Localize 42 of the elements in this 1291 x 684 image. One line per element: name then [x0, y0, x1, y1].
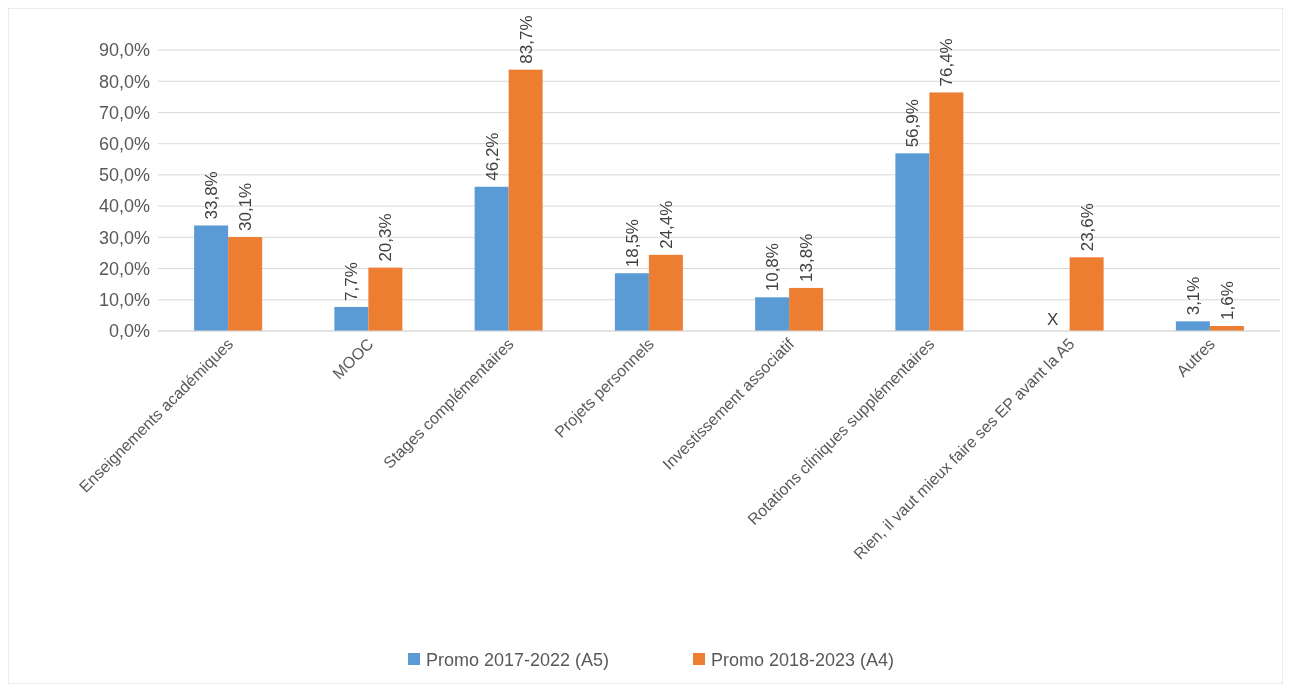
data-label: 1,6% — [1217, 281, 1237, 320]
data-label: 24,4% — [656, 200, 676, 249]
bar — [789, 287, 824, 331]
data-label: 3,1% — [1183, 276, 1203, 316]
y-tick-label: 80,0% — [98, 71, 150, 92]
y-tick-label: 90,0% — [98, 40, 150, 61]
bar — [614, 273, 649, 331]
data-label: 46,2% — [482, 132, 502, 181]
y-tick-label: 0,0% — [108, 321, 150, 342]
data-label: 56,9% — [903, 99, 923, 148]
text: X — [1046, 310, 1059, 329]
y-tick-label: 30,0% — [98, 227, 150, 248]
bar — [194, 225, 229, 331]
bar — [755, 297, 790, 331]
data-label: 33,8% — [202, 171, 222, 220]
y-tick-label: 60,0% — [98, 133, 150, 154]
y-tick-label: 40,0% — [98, 196, 150, 217]
bar — [895, 153, 930, 331]
y-tick-label: 50,0% — [98, 165, 150, 186]
bar — [228, 237, 263, 331]
legend-label: Promo 2018-2023 (A4) — [711, 650, 895, 671]
bar — [1069, 257, 1104, 331]
data-label: 76,4% — [937, 38, 957, 87]
bar — [368, 267, 403, 331]
data-label: 20,3% — [376, 213, 396, 262]
bar — [474, 186, 509, 331]
legend-label: Promo 2017-2022 (A5) — [426, 650, 610, 671]
y-tick-label: 70,0% — [98, 102, 150, 123]
y-tick-label: 20,0% — [98, 258, 150, 279]
bar — [929, 92, 964, 331]
bar — [648, 254, 683, 331]
data-label: 30,1% — [236, 182, 256, 232]
data-label: 10,8% — [763, 243, 783, 292]
data-label: 7,7% — [342, 262, 362, 301]
y-tick-label: 10,0% — [98, 290, 150, 311]
bar — [334, 306, 369, 331]
data-label: 18,5% — [622, 219, 642, 268]
data-label: 83,7% — [516, 15, 536, 64]
data-label: 23,6% — [1077, 203, 1097, 252]
bar — [1175, 321, 1210, 331]
bar — [508, 69, 543, 331]
data-label: 13,8% — [797, 233, 817, 282]
